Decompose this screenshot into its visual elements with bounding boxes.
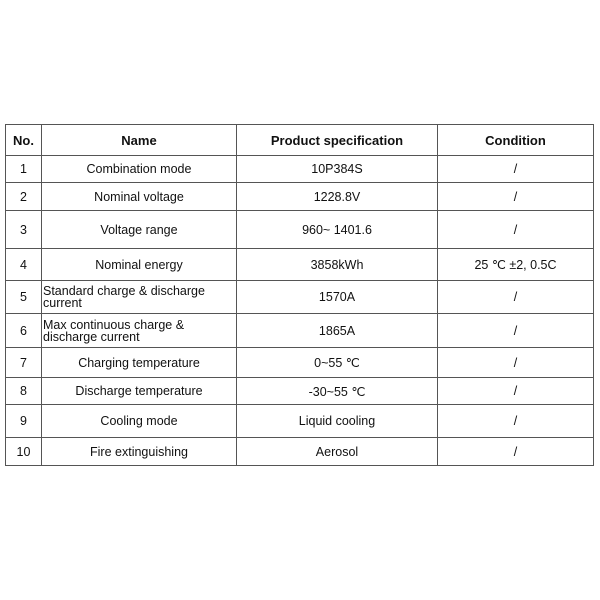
header-condition: Condition <box>437 124 594 156</box>
row-spec: 3858kWh <box>236 248 438 281</box>
row-number: 4 <box>5 248 42 281</box>
row-number: 5 <box>5 280 42 314</box>
row-condition: / <box>437 404 594 438</box>
row-spec: Aerosol <box>236 437 438 466</box>
row-number: 2 <box>5 182 42 211</box>
row-condition: / <box>437 280 594 314</box>
row-number: 6 <box>5 313 42 348</box>
row-number: 1 <box>5 155 42 183</box>
table-row: 1 Combination mode 10P384S / <box>5 155 594 183</box>
row-spec: 960~ 1401.6 <box>236 210 438 249</box>
row-number: 8 <box>5 377 42 405</box>
row-name: Combination mode <box>41 155 237 183</box>
row-spec: 0~55 ℃ <box>236 347 438 378</box>
row-condition: 25 ℃ ±2, 0.5C <box>437 248 594 281</box>
table-row: 9 Cooling mode Liquid cooling / <box>5 404 594 438</box>
table-row: 3 Voltage range 960~ 1401.6/ <box>5 210 594 249</box>
row-name: Charging temperature <box>41 347 237 378</box>
row-number: 10 <box>5 437 42 466</box>
header-no: No. <box>5 124 42 156</box>
row-name: Cooling mode <box>41 404 237 438</box>
table-row: 6 Max continuous charge & discharge curre… <box>5 313 594 348</box>
row-condition: / <box>437 182 594 211</box>
header-spec: Product specification <box>236 124 438 156</box>
row-spec: -30~55 ℃ <box>236 377 438 405</box>
row-spec: 1570A <box>236 280 438 314</box>
row-spec: 1865A <box>236 313 438 348</box>
row-condition: / <box>437 347 594 378</box>
row-spec: 10P384S <box>236 155 438 183</box>
header-row: No. Name Product specification Condition <box>5 124 594 156</box>
row-name: Voltage range <box>41 210 237 249</box>
row-name: Nominal voltage <box>41 182 237 211</box>
table-row: 8 Discharge temperature -30~55 ℃ / <box>5 377 594 405</box>
table-row: 2 Nominal voltage 1228.8V / <box>5 182 594 211</box>
header-name: Name <box>41 124 237 156</box>
row-condition: / <box>437 437 594 466</box>
row-name: Discharge temperature <box>41 377 237 405</box>
table-row: 10 Fire extinguishing Aerosol / <box>5 437 594 466</box>
table-row: 5 Standard charge & discharge current 1570… <box>5 280 594 314</box>
row-name: Fire extinguishing <box>41 437 237 466</box>
row-condition: / <box>437 210 594 249</box>
row-condition: / <box>437 377 594 405</box>
table-row: 4 Nominal energy 3858kWh 25 ℃ ±2, 0.5C <box>5 248 594 281</box>
row-condition: / <box>437 155 594 183</box>
row-number: 3 <box>5 210 42 249</box>
row-spec: Liquid cooling <box>236 404 438 438</box>
row-spec: 1228.8V <box>236 182 438 211</box>
spec-table: No. Name Product specification Condition… <box>5 124 594 466</box>
row-name: Nominal energy <box>41 248 237 281</box>
row-name: Standard charge & discharge current <box>41 280 237 314</box>
row-number: 9 <box>5 404 42 438</box>
row-condition: / <box>437 313 594 348</box>
row-number: 7 <box>5 347 42 378</box>
table-row: 7 Charging temperature 0~55 ℃ / <box>5 347 594 378</box>
row-name: Max continuous charge & discharge curren… <box>41 313 237 348</box>
